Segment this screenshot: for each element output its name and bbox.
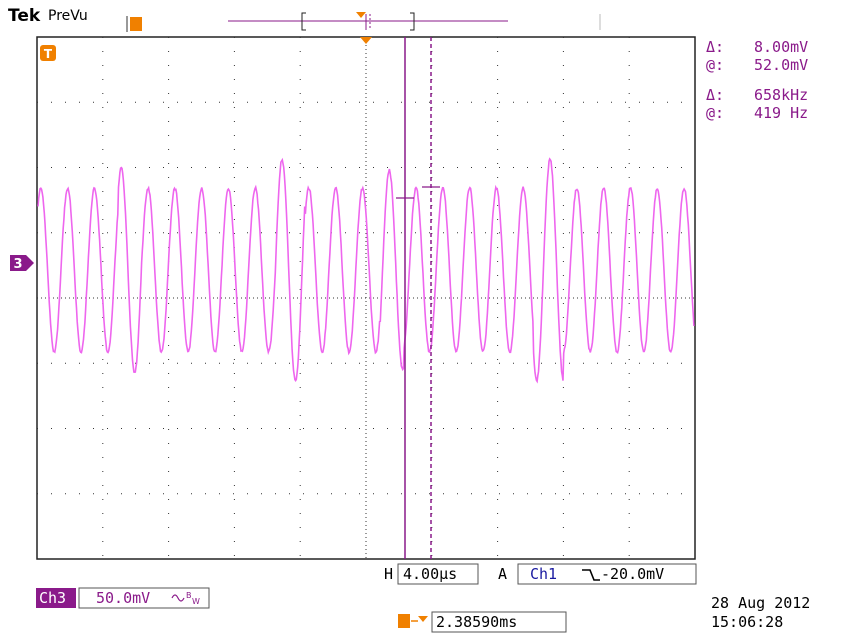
trigger-position-marker-icon: [418, 616, 428, 622]
amp-delta-value: 8.00mV: [754, 38, 808, 56]
amp-at-value: 52.0mV: [754, 56, 808, 74]
channel-3-tag-label: Ch3: [39, 589, 66, 607]
time-readout: 15:06:28: [711, 613, 783, 631]
trigger-position-value: 2.38590ms: [436, 613, 517, 631]
record-trigger-marker-icon: [356, 12, 366, 18]
freq-delta-symbol: Δ:: [706, 86, 724, 104]
amp-at-symbol: @:: [706, 56, 724, 74]
channel-3-marker-label: 3: [13, 257, 22, 272]
freq-delta-value: 658kHz: [754, 86, 808, 104]
trigger-time-marker-icon[interactable]: [360, 37, 372, 44]
freq-at-symbol: @:: [706, 104, 724, 122]
freq-at-value: 419 Hz: [754, 104, 808, 122]
trigger-level: -20.0mV: [601, 565, 664, 583]
channel-3-scale: 50.0mV: [96, 589, 150, 607]
horizontal-scale: 4.00µs: [403, 565, 457, 583]
trigger-source: Ch1: [530, 565, 557, 583]
trigger-level-marker-label: T: [44, 47, 53, 61]
horizontal-prefix: H: [384, 565, 393, 583]
svg-text:B: B: [186, 591, 192, 600]
amp-delta-symbol: Δ:: [706, 38, 724, 56]
brand-logo: Tek: [8, 6, 40, 26]
acquisition-mode: PreVu: [48, 8, 88, 24]
acquisition-prefix: A: [498, 565, 507, 583]
svg-text:W: W: [192, 597, 200, 606]
channel-3-waveform: [38, 159, 694, 381]
date-readout: 28 Aug 2012: [711, 594, 810, 612]
trigger-position-t-icon: [398, 614, 410, 628]
trigger-position-icon: [130, 17, 142, 31]
